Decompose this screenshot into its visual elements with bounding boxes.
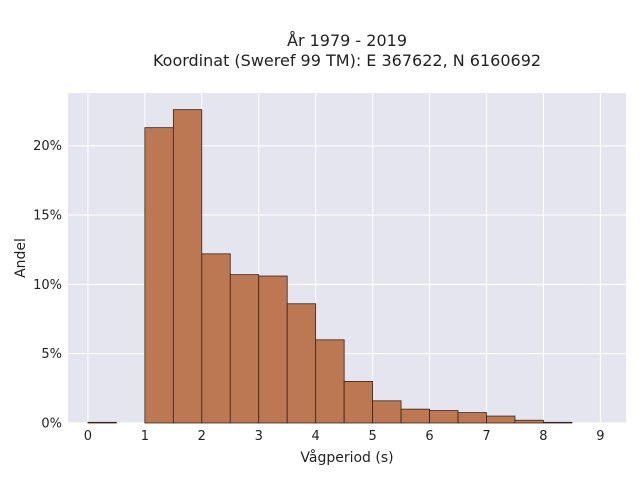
histogram-bar-6 [258,275,288,424]
x-axis-ticks: 0 1 2 3 4 5 6 7 8 9 [84,429,605,444]
histogram-bar-12 [429,410,459,424]
histogram-bar-13 [457,412,487,424]
x-tick-label-3: 3 [255,429,263,444]
y-axis-label: Andel [13,238,29,278]
y-axis-ticks: 0% 5% 10% 15% 20% [33,139,62,431]
x-tick-label-8: 8 [539,429,547,444]
bars [87,109,573,424]
y-tick-label-1: 5% [41,347,62,362]
histogram-bar-14 [486,415,516,424]
histogram-bar-16 [543,421,573,424]
y-tick-label-2: 10% [33,278,62,293]
x-tick-label-4: 4 [312,429,320,444]
histogram-bar-5 [229,274,260,424]
histogram-bar-0 [87,421,117,424]
x-tick-label-6: 6 [425,429,433,444]
y-tick-label-4: 20% [33,139,62,154]
histogram-bar-11 [400,408,430,424]
x-tick-label-2: 2 [198,429,206,444]
histogram-bar-4 [201,253,231,424]
chart-title: År 1979 - 2019 [287,31,407,50]
x-tick-label-7: 7 [482,429,490,444]
x-axis-label: Vågperiod (s) [300,449,393,466]
histogram-bar-3 [172,109,203,424]
y-tick-label-0: 0% [41,417,62,432]
x-tick-label-9: 9 [596,429,604,444]
chart-subtitle: Koordinat (Sweref 99 TM): E 367622, N 61… [153,51,541,70]
histogram-bar-10 [372,400,402,424]
histogram-bar-2 [144,127,174,424]
histogram-bar-15 [514,419,544,424]
y-tick-label-3: 15% [33,209,62,224]
x-tick-label-1: 1 [141,429,149,444]
x-tick-label-5: 5 [368,429,376,444]
histogram-bar-9 [343,381,374,424]
histogram-bar-8 [315,339,345,424]
x-tick-label-0: 0 [84,429,92,444]
histogram-bar-7 [286,303,317,424]
